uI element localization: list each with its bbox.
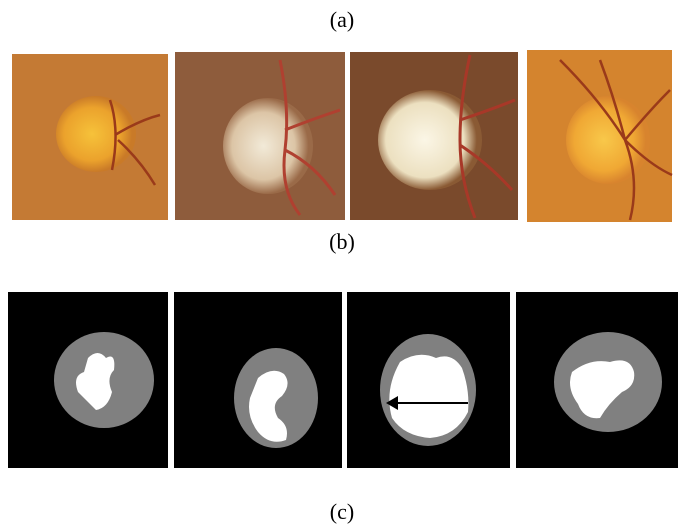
optic-disc (566, 96, 650, 184)
cup-mask (389, 355, 468, 438)
optic-disc (223, 98, 313, 194)
label-b: (b) (329, 229, 355, 254)
optic-disc (56, 96, 136, 172)
label-c: (c) (330, 499, 354, 524)
mask-row (8, 292, 678, 468)
label-a: (a) (330, 7, 354, 32)
fundus-row (12, 50, 672, 222)
optic-disc (378, 90, 482, 190)
figure: (a) (b) (c) (0, 0, 685, 531)
